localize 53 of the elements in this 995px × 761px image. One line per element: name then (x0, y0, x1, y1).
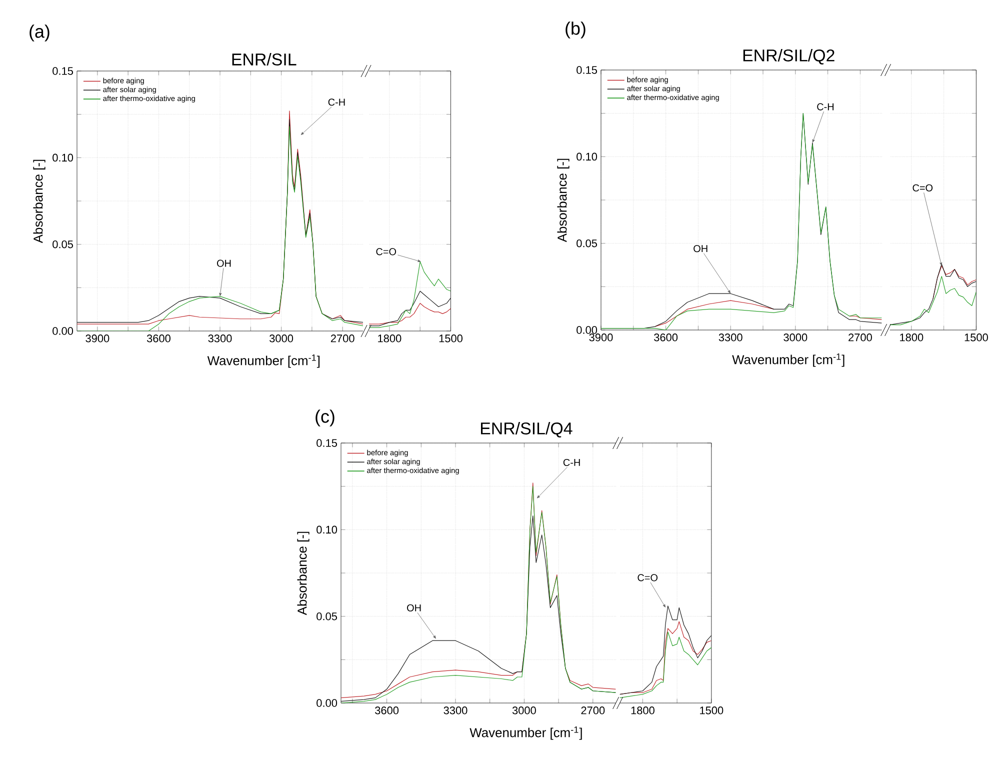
annotation: OH (217, 260, 231, 267)
x-tick-label: 1500 (964, 334, 988, 342)
annotation: C=O (638, 574, 658, 582)
y-axis-title: Absorbance [-] (297, 532, 310, 616)
x-tick-label: 3900 (86, 334, 110, 342)
y-tick-label: 0.00 (316, 699, 338, 707)
x-tick-label: 3600 (654, 334, 678, 342)
y-tick-label: 0.05 (52, 240, 74, 248)
y-tick-label: 0.10 (576, 152, 598, 161)
x-tick-label: 1800 (378, 334, 402, 342)
chart-title: ENR/SIL/Q4 (481, 422, 572, 438)
text: (c) (316, 410, 334, 426)
x-tick-label: 3600 (146, 334, 170, 342)
annotation: C=O (912, 184, 933, 192)
x-tick-label: 3300 (444, 706, 468, 714)
y-tick-label: 0.15 (316, 439, 338, 447)
annotation: OH (407, 604, 421, 612)
y-tick-label: 0.10 (52, 154, 74, 162)
annotation: C-H (817, 103, 834, 110)
x-axis-title: Wavenumber [cm$^{-1}$] (732, 354, 844, 367)
chart-title: ENR/SIL/Q2 (743, 49, 834, 64)
y-axis-title: Absorbance [-] (557, 158, 570, 242)
y-tick-label: 0.10 (316, 526, 338, 534)
y-tick-label: 0.05 (576, 239, 598, 248)
annotation: C=O (376, 248, 396, 256)
text: (a) (30, 24, 50, 42)
x-axis-title: Wavenumber [cm$^{-1}$] (207, 354, 320, 368)
annotation: C-H (328, 98, 345, 106)
x-tick-label: 3000 (512, 706, 536, 714)
y-tick-label: 0.15 (52, 67, 74, 75)
x-tick-label: 1500 (439, 334, 462, 342)
x-tick-label: 2700 (848, 334, 872, 342)
chart-title: ENR/SIL (232, 53, 296, 66)
x-tick-label: 2700 (581, 706, 605, 714)
x-tick-label: 3000 (784, 334, 808, 342)
x-tick-label: 3300 (718, 334, 742, 342)
x-tick-label: 3900 (589, 334, 613, 342)
y-tick-label: 0.15 (576, 66, 598, 74)
y-tick-label: 0.00 (576, 326, 598, 334)
annotation: OH (694, 245, 708, 252)
y-axis-title: Absorbance [-] (33, 160, 46, 244)
x-tick-label: 1800 (631, 706, 654, 714)
x-axis-title: Wavenumber [cm$^{-1}$] (470, 726, 582, 740)
annotation: C-H (563, 458, 580, 466)
y-tick-label: 0.00 (52, 327, 74, 335)
x-tick-label: 3300 (208, 334, 232, 342)
text: (b) (566, 22, 586, 38)
x-tick-label: 1800 (900, 334, 924, 342)
x-tick-label: 3000 (270, 334, 294, 342)
x-tick-label: 1500 (700, 706, 724, 714)
y-tick-label: 0.05 (316, 612, 338, 620)
x-tick-label: 3600 (375, 706, 399, 714)
x-tick-label: 2700 (330, 334, 354, 342)
